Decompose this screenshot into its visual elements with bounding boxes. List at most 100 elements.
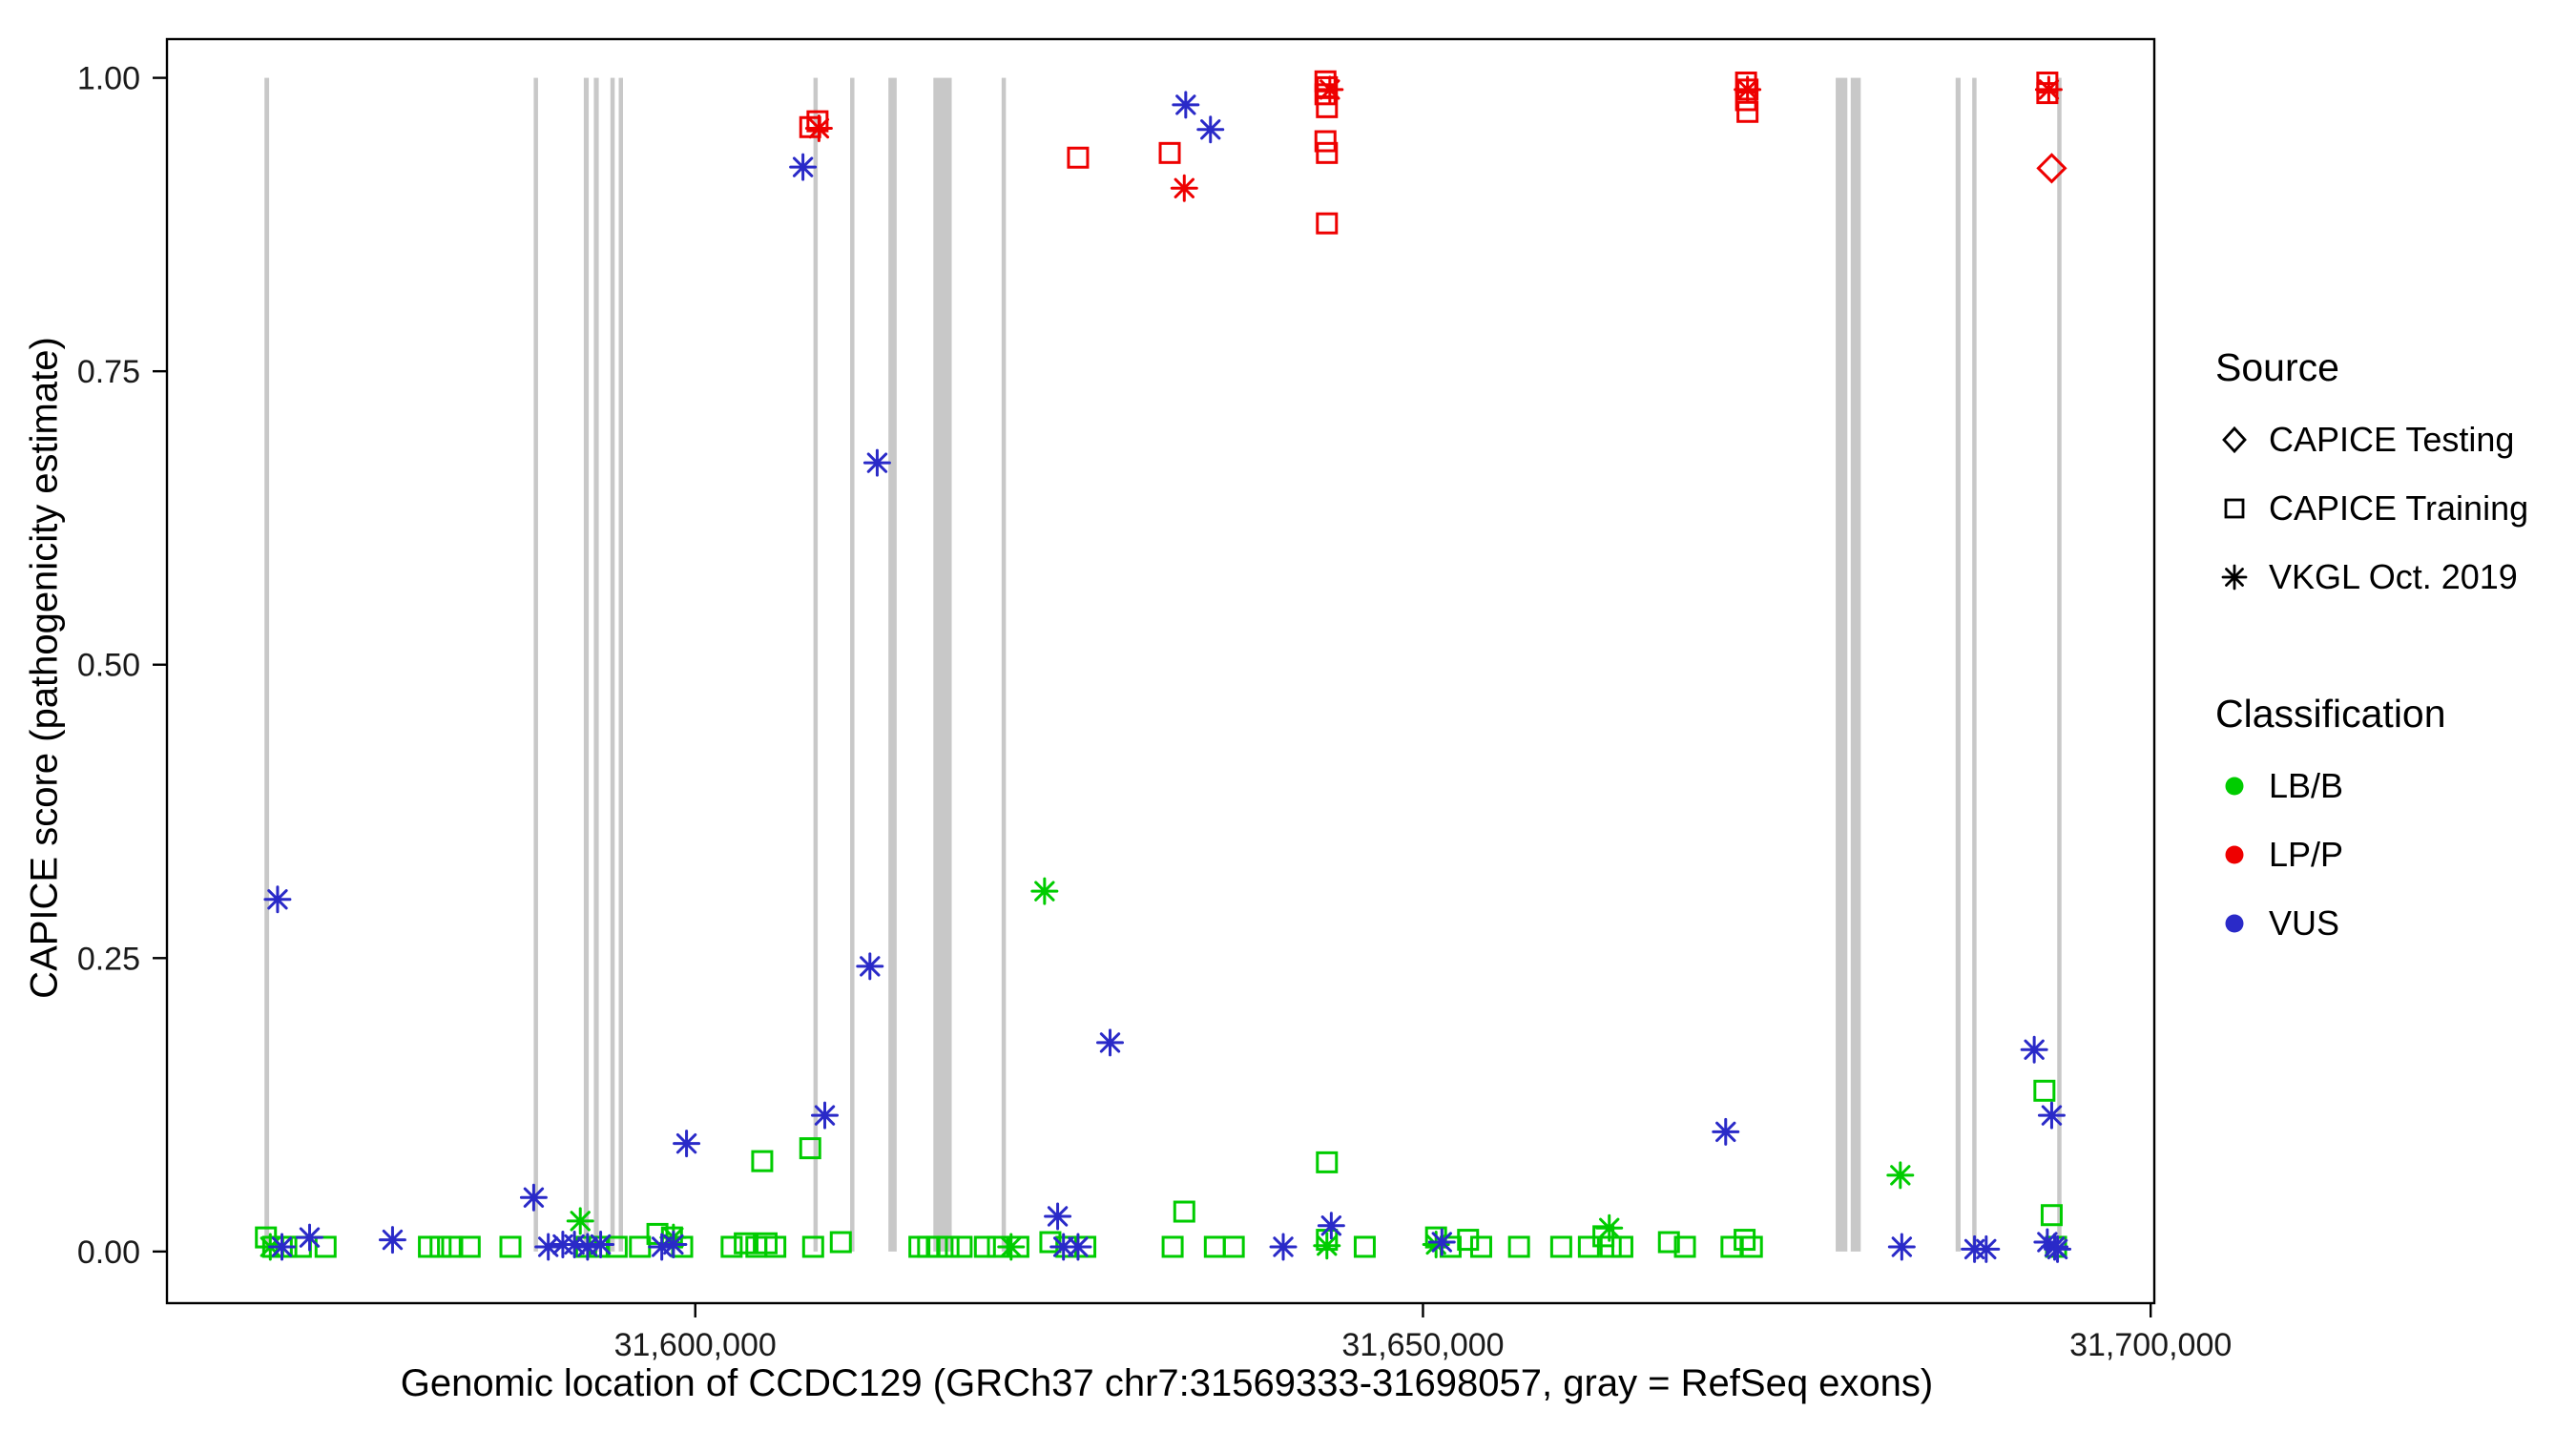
legend-item-label: VUS: [2269, 903, 2340, 943]
data-point-square: [937, 1235, 960, 1258]
data-point-asterisk: [856, 952, 884, 981]
refseq-exon: [888, 77, 897, 1252]
refseq-exon: [593, 77, 599, 1252]
data-point-square: [1314, 130, 1337, 153]
data-point-asterisk: [2037, 1101, 2066, 1130]
data-point-square: [1507, 1235, 1530, 1258]
legend-item-lbb: LB/B: [2215, 752, 2528, 820]
data-point-square: [734, 1232, 757, 1255]
panel-border: [165, 37, 2156, 1305]
legend-item-vkgl: VKGL Oct. 2019: [2215, 543, 2528, 612]
data-point-square: [458, 1235, 481, 1258]
data-point-asterisk: [659, 1230, 688, 1258]
data-point-square: [1316, 95, 1339, 118]
legend-item-label: CAPICE Training: [2269, 488, 2529, 528]
refseq-exon: [264, 77, 270, 1252]
refseq-exon: [1972, 77, 1977, 1252]
data-point-asterisk: [2044, 1234, 2072, 1263]
square-icon: [2224, 498, 2245, 519]
data-point-square: [1222, 1235, 1245, 1258]
data-point-asterisk: [1886, 1161, 1915, 1190]
data-point-asterisk: [1030, 877, 1059, 905]
data-point-asterisk: [1095, 1028, 1124, 1057]
data-point-square: [1173, 1200, 1195, 1223]
data-point-square: [1599, 1235, 1622, 1258]
data-point-square: [441, 1235, 464, 1258]
legend-classification-title: Classification: [2215, 692, 2446, 736]
asterisk-icon: [2221, 564, 2248, 591]
refseq-exon: [2057, 77, 2062, 1252]
x-axis-title: Genomic location of CCDC129 (GRCh37 chr7…: [400, 1362, 1934, 1404]
data-point-square: [764, 1235, 787, 1258]
legend-group-classification: Classification LB/B LP/P VUS: [2215, 692, 2528, 958]
data-point-asterisk: [1172, 91, 1200, 119]
data-point-square: [314, 1235, 337, 1258]
data-point-square: [1740, 1235, 1763, 1258]
data-point-asterisk: [1972, 1234, 2001, 1263]
data-point-square: [418, 1235, 441, 1258]
legend-source-title: Source: [2215, 345, 2339, 389]
legend-item-capice-testing: CAPICE Testing: [2215, 405, 2528, 474]
data-point-square: [605, 1235, 628, 1258]
data-point-square: [1610, 1235, 1633, 1258]
data-point-square: [751, 1150, 774, 1172]
legend-item-label: CAPICE Testing: [2269, 420, 2515, 459]
data-point-asterisk: [1044, 1202, 1072, 1231]
y-tick-label: 0.75: [77, 354, 140, 390]
legend-item-label: LB/B: [2269, 766, 2344, 805]
y-tick-label: 1.00: [77, 61, 140, 97]
data-point-asterisk: [997, 1233, 1026, 1261]
refseq-exon: [533, 77, 538, 1252]
data-point-asterisk: [1317, 1212, 1345, 1240]
data-point-square: [973, 1235, 996, 1258]
data-point-asterisk: [2020, 1035, 2048, 1064]
data-point-asterisk: [587, 1230, 615, 1258]
data-point-square: [1549, 1235, 1572, 1258]
data-point-asterisk: [2033, 1228, 2062, 1256]
data-point-square: [429, 1235, 452, 1258]
refseq-exon: [933, 77, 952, 1252]
refseq-exon: [850, 77, 855, 1252]
data-point-square: [1316, 141, 1339, 164]
diamond-icon: [2222, 425, 2247, 454]
data-point-asterisk: [2034, 75, 2063, 104]
data-point-square: [720, 1235, 743, 1258]
legend-item-vus: VUS: [2215, 889, 2528, 958]
legend-item-lpp: LP/P: [2215, 820, 2528, 889]
data-point-asterisk: [534, 1233, 563, 1261]
data-point-asterisk: [804, 114, 833, 142]
data-point-square: [801, 1235, 824, 1258]
y-tick-label: 0.25: [77, 941, 140, 977]
data-point-asterisk: [1595, 1213, 1624, 1242]
data-point-asterisk: [1049, 1233, 1078, 1261]
refseq-exon: [1001, 77, 1007, 1252]
data-point-square: [1316, 1151, 1339, 1173]
data-point-asterisk: [295, 1223, 323, 1252]
data-point-square: [1673, 1235, 1696, 1258]
refseq-exon: [1850, 77, 1861, 1252]
data-point-square: [1457, 1229, 1480, 1252]
red-dot-icon: [2225, 845, 2244, 864]
data-point-square: [1161, 1235, 1184, 1258]
data-point-square: [1067, 146, 1090, 169]
data-point-square: [1158, 141, 1181, 164]
refseq-exon: [1955, 77, 1961, 1252]
data-point-asterisk: [268, 1233, 297, 1261]
data-point-asterisk: [1269, 1233, 1298, 1261]
data-point-asterisk: [1712, 1117, 1740, 1146]
refseq-exon: [618, 77, 623, 1252]
data-point-asterisk: [1196, 115, 1225, 144]
legend-item-label: VKGL Oct. 2019: [2269, 557, 2518, 596]
data-point-asterisk: [789, 153, 818, 181]
data-point-asterisk: [862, 448, 891, 477]
data-point-asterisk: [1316, 75, 1344, 104]
data-point-asterisk: [648, 1233, 676, 1261]
data-point-square: [499, 1235, 522, 1258]
data-point-square: [1316, 212, 1339, 235]
plot-panel: [167, 39, 2154, 1303]
data-point-asterisk: [1422, 1230, 1450, 1258]
data-point-asterisk: [1734, 75, 1762, 104]
legend: Source CAPICE Testing CAPICE Training VK…: [2215, 345, 2528, 958]
data-point-asterisk: [378, 1226, 406, 1255]
data-point-asterisk: [1427, 1228, 1456, 1256]
